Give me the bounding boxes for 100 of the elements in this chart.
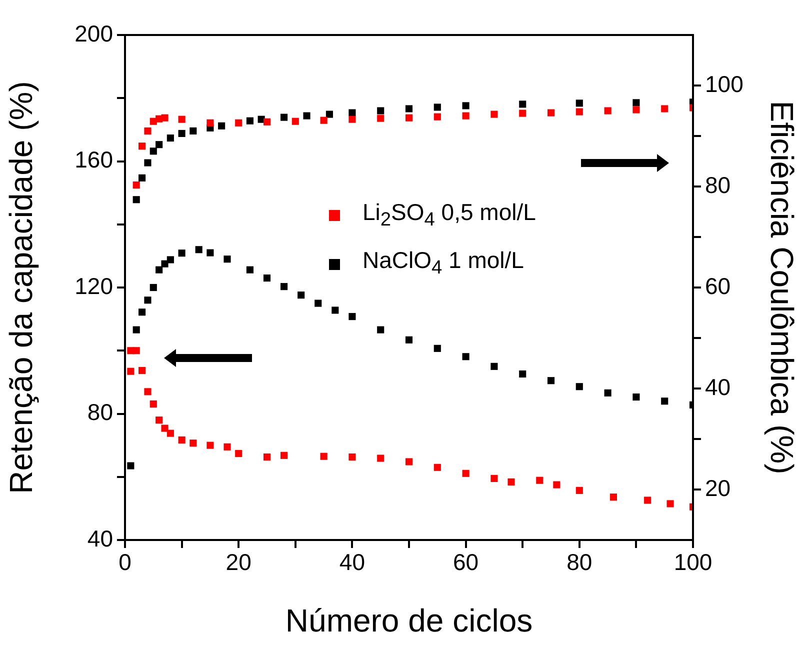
point	[292, 118, 299, 125]
x-tick-label: 40	[339, 548, 365, 575]
x-tick-label: 20	[226, 548, 252, 575]
point	[490, 362, 498, 370]
point	[661, 105, 668, 112]
point	[263, 118, 271, 126]
point	[377, 326, 384, 334]
point	[547, 377, 555, 384]
point	[632, 393, 640, 401]
point	[661, 398, 668, 405]
x-axis-title: Número de ciclos	[285, 602, 533, 639]
point	[138, 174, 146, 182]
point	[246, 117, 254, 124]
y2-tick-label: 20	[705, 474, 731, 501]
point	[138, 142, 146, 150]
point	[434, 344, 441, 352]
point	[218, 122, 226, 130]
point	[178, 130, 186, 138]
point	[161, 114, 168, 122]
point	[127, 462, 134, 470]
point	[303, 112, 310, 120]
point	[405, 105, 413, 112]
point	[150, 148, 157, 155]
point	[610, 494, 618, 501]
point	[348, 453, 356, 461]
point	[156, 266, 163, 274]
point	[138, 308, 146, 316]
x-tick-label: 80	[566, 548, 592, 575]
x-tick-label: 0	[118, 548, 132, 575]
point	[166, 256, 174, 264]
point	[195, 246, 202, 254]
point	[178, 116, 186, 123]
point	[462, 470, 470, 477]
point	[235, 450, 242, 458]
point	[326, 110, 334, 118]
point	[166, 430, 174, 437]
y-tick-label: 80	[87, 399, 113, 426]
point	[144, 159, 152, 166]
point	[161, 424, 168, 432]
point	[553, 481, 560, 488]
point	[280, 283, 288, 290]
point	[190, 440, 197, 447]
point	[519, 110, 526, 117]
point	[144, 127, 152, 134]
point	[320, 452, 328, 460]
point	[298, 292, 305, 299]
point	[280, 114, 288, 121]
point	[508, 478, 515, 486]
point	[206, 119, 214, 126]
point	[206, 249, 214, 256]
point	[156, 416, 163, 424]
point	[644, 496, 652, 504]
y-axis-title: Retenção da capacidade (%)	[3, 81, 40, 494]
y2-tick-label: 40	[705, 374, 731, 400]
y2-axis-title: Eficiência Coulômbica (%)	[764, 100, 800, 474]
x-tick-label: 100	[674, 548, 712, 575]
point	[348, 313, 356, 320]
point	[314, 300, 322, 307]
point	[576, 100, 583, 107]
point	[632, 99, 640, 106]
point	[536, 476, 544, 484]
y2-tick-label: 60	[705, 272, 731, 299]
y-tick-label: 200	[74, 20, 113, 46]
point	[144, 388, 152, 396]
point	[263, 274, 271, 282]
point	[132, 347, 140, 354]
point	[462, 353, 470, 360]
point	[576, 108, 583, 116]
point	[348, 116, 356, 123]
point	[132, 181, 140, 189]
point	[235, 119, 242, 126]
point	[377, 114, 384, 122]
point	[280, 452, 288, 459]
x-tick-label: 60	[453, 548, 479, 575]
y-tick-label: 120	[74, 272, 113, 299]
point	[156, 141, 163, 148]
point	[405, 336, 413, 344]
point	[547, 109, 555, 116]
y2-tick-label: 80	[705, 172, 731, 198]
point	[190, 127, 197, 134]
point	[138, 366, 146, 374]
y-tick-label: 40	[87, 525, 113, 552]
point	[166, 134, 174, 142]
point	[462, 112, 470, 120]
point	[519, 370, 526, 378]
point	[320, 116, 328, 124]
point	[132, 326, 140, 334]
legend-label: NaClO$_{4}$ 1 mol/L	[362, 246, 524, 281]
point	[377, 107, 384, 114]
point	[434, 113, 441, 120]
point	[632, 106, 640, 114]
point	[224, 256, 231, 263]
point	[405, 114, 413, 122]
point	[434, 104, 441, 111]
point	[462, 102, 470, 110]
point	[161, 260, 168, 268]
point	[377, 454, 384, 462]
point	[246, 266, 254, 274]
point	[206, 442, 214, 449]
point	[490, 110, 498, 118]
